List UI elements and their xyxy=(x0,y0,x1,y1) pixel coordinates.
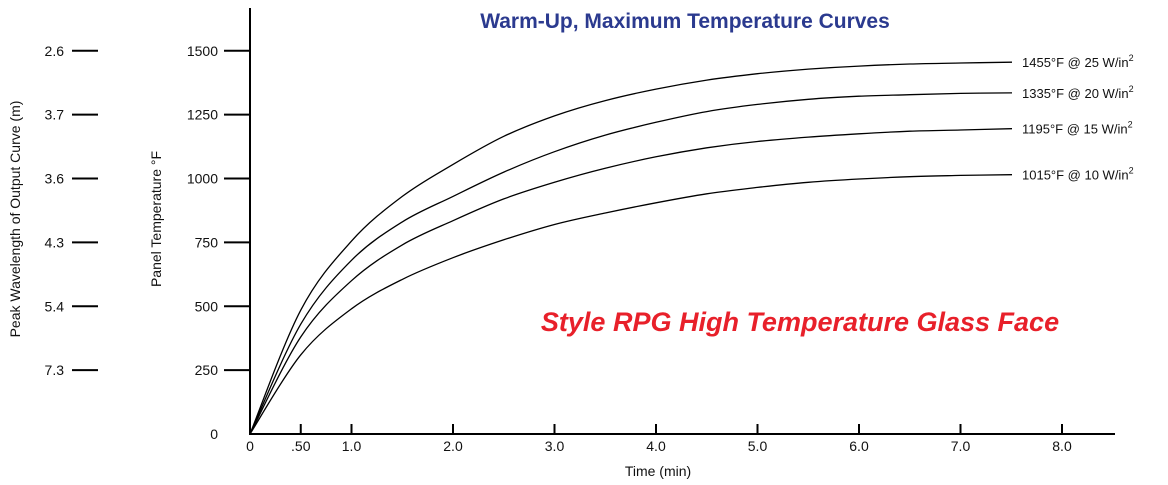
y2-tick-label: 3.7 xyxy=(45,107,65,123)
x-ticks: 0 .50 1.0 2.0 3.0 4.0 5.0 6.0 7.0 8.0 xyxy=(246,424,1072,454)
x-tick-label: 8.0 xyxy=(1052,438,1072,454)
y2-tick-label: 2.6 xyxy=(45,43,65,59)
x-tick-label: 3.0 xyxy=(545,438,565,454)
chart-subtitle: Style RPG High Temperature Glass Face xyxy=(541,307,1059,337)
series-label: 1015°F @ 10 W/in2 xyxy=(1022,166,1134,183)
x-tick-label: 5.0 xyxy=(748,438,768,454)
series-labels: 1455°F @ 25 W/in2 1335°F @ 20 W/in2 1195°F… xyxy=(1022,53,1134,182)
x-tick-label: 6.0 xyxy=(849,438,869,454)
series-line xyxy=(249,92,1012,435)
y2-axis-label: Peak Wavelength of Output Curve (m) xyxy=(7,101,23,338)
series-label: 1195°F @ 15 W/in2 xyxy=(1022,120,1133,137)
x-tick-label: 2.0 xyxy=(443,438,463,454)
y2-tick-label: 5.4 xyxy=(45,298,65,314)
x-tick-label: 1.0 xyxy=(342,438,362,454)
x-tick-label: 0 xyxy=(246,438,254,454)
series-label: 1455°F @ 25 W/in2 xyxy=(1022,53,1134,70)
y2-tick-label: 7.3 xyxy=(45,362,65,378)
series-line xyxy=(249,174,1012,435)
y-ticks: 025050075010001250150017502000 xyxy=(187,43,250,442)
chart-title: Warm-Up, Maximum Temperature Curves xyxy=(480,10,890,33)
series-line xyxy=(249,61,1012,435)
x-tick-label: 7.0 xyxy=(951,438,971,454)
y-axis-label: Panel Temperature °F xyxy=(148,151,164,287)
y-tick-label: 250 xyxy=(195,362,219,378)
y-tick-label: 1000 xyxy=(187,171,218,187)
y-tick-label: 0 xyxy=(210,426,218,442)
y-tick-label: 500 xyxy=(195,298,219,314)
x-tick-label: .50 xyxy=(291,438,311,454)
y-tick-label: 750 xyxy=(195,234,219,250)
y2-tick-label: 4.3 xyxy=(45,234,65,250)
series-lines xyxy=(249,61,1012,435)
y2-tick-label: 3.6 xyxy=(45,171,65,187)
y-tick-label: 1250 xyxy=(187,107,218,123)
y2-ticks: 7.35.44.33.63.72.62.32.1 xyxy=(45,43,98,378)
series-line xyxy=(249,128,1012,435)
x-tick-label: 4.0 xyxy=(646,438,666,454)
y-tick-label: 1500 xyxy=(187,43,218,59)
x-axis-label: Time (min) xyxy=(625,463,691,479)
series-label: 1335°F @ 20 W/in2 xyxy=(1022,84,1134,101)
